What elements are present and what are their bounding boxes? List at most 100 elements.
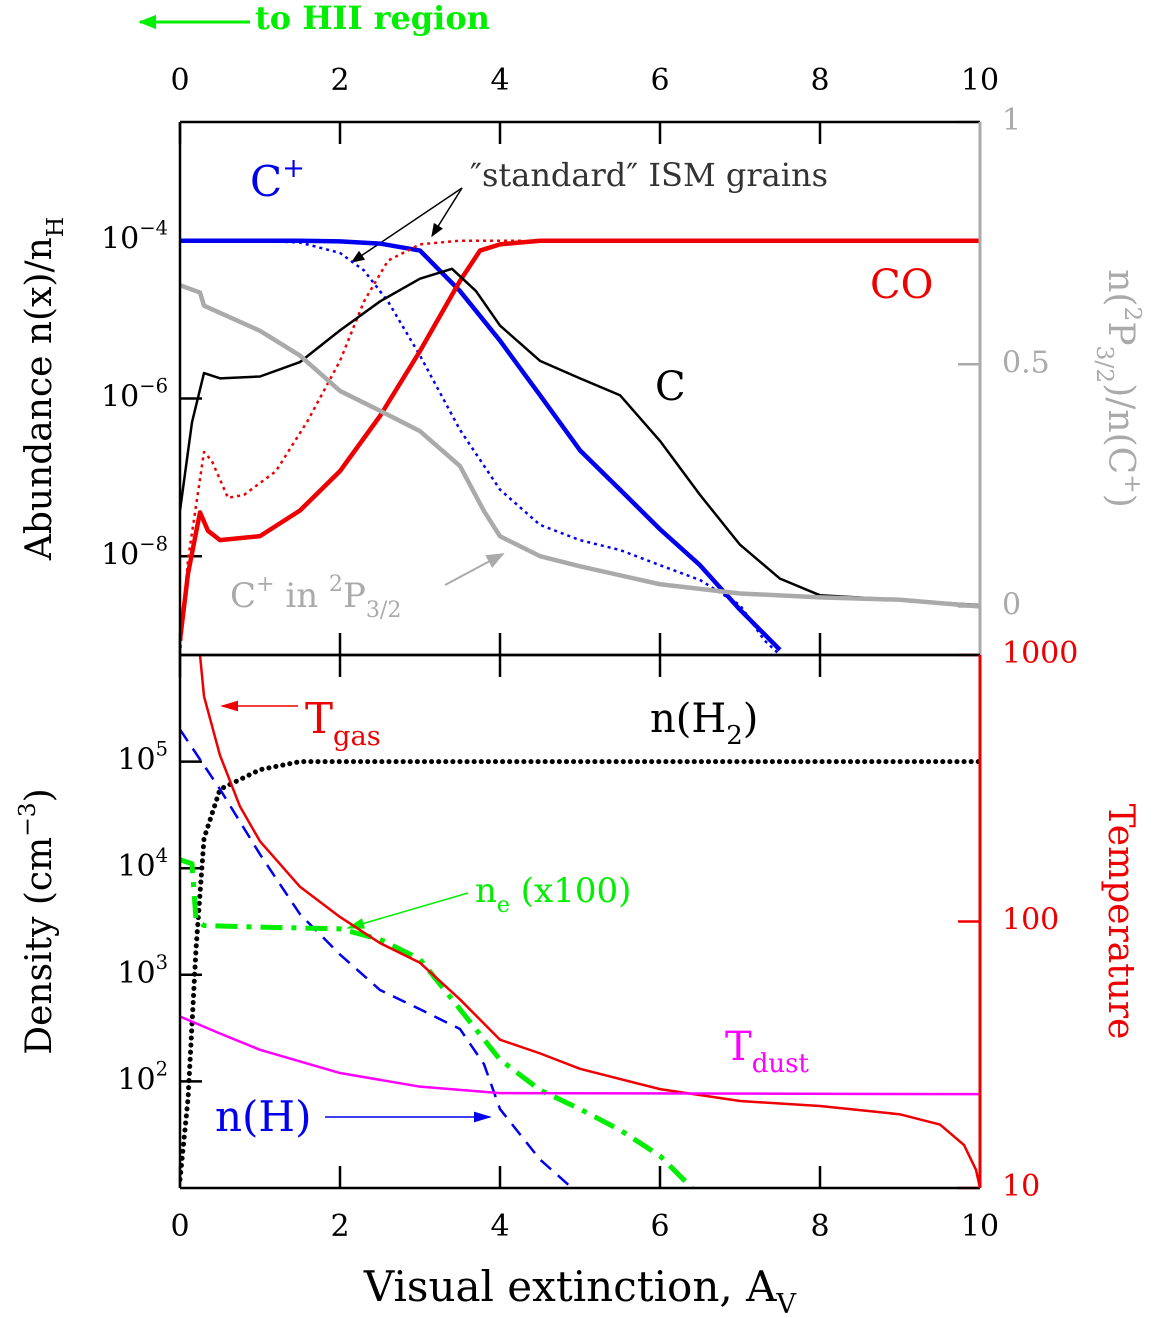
arrow (444, 553, 505, 586)
text-part: dust (752, 1049, 810, 1079)
series-line (180, 267, 980, 607)
text-part: 3/2 (366, 597, 402, 623)
y2-tick-label: 10 (1002, 1169, 1040, 1204)
text-part: 10 (117, 956, 155, 991)
x-axis-title: Visual extinction, AV (363, 1262, 798, 1318)
y-tick-label: 105 (117, 738, 168, 778)
annotation: to HII region (255, 0, 490, 37)
text-part: n(H (650, 696, 726, 742)
x-tick-label: 0 (170, 63, 189, 98)
text-part: V (775, 1289, 797, 1318)
text-part: Density (cm (19, 837, 60, 1055)
text-part: 2 (726, 721, 743, 751)
x-tick-label: 8 (810, 1209, 829, 1244)
text-part: T (305, 694, 333, 743)
series-line (180, 238, 980, 641)
series-line (180, 759, 980, 1183)
text-part: n( (1100, 269, 1141, 306)
arrow (346, 892, 469, 929)
series-line (180, 239, 524, 655)
x-tick-label: 4 (490, 63, 509, 98)
y2-tick-label: 0.5 (1002, 345, 1050, 380)
text-part: (x100) (510, 871, 631, 911)
text-part: C (230, 576, 256, 616)
y2-tick-label: 1 (1002, 103, 1021, 138)
text-part: + (282, 153, 305, 184)
x-tick-label: 10 (961, 63, 999, 98)
x-tick-label: 8 (810, 63, 829, 98)
y-tick-label: 104 (117, 844, 168, 884)
x-tick-label: 4 (490, 1209, 509, 1244)
text-part: Visual extinction, A (363, 1262, 777, 1311)
series-label: Tdust (725, 1024, 809, 1079)
series-label: C+ (250, 153, 305, 206)
text-part: ″standard″ ISM grains (470, 156, 828, 194)
series-line (180, 857, 694, 1188)
arrow (350, 187, 463, 263)
text-part: ) (19, 788, 60, 802)
y-tick-label: 10−4 (101, 217, 168, 257)
text-part: H (41, 217, 69, 237)
annotation: ″standard″ ISM grains (470, 156, 828, 194)
text-part: Temperature (1100, 804, 1141, 1040)
text-part: )/n(C (1100, 383, 1141, 474)
series-label: C (655, 364, 686, 410)
x-tick-label: 2 (330, 63, 349, 98)
arrows (138, 14, 505, 1123)
y-axis-title: Abundance n(x)/nH (19, 217, 69, 561)
text-part: ) (1100, 494, 1141, 508)
y2-tick-label: 0 (1002, 588, 1021, 623)
series-label: CO (870, 262, 933, 308)
text-part: −3 (13, 802, 41, 836)
y2-tick-label: 100 (1002, 903, 1059, 938)
text-part: 3/2 (1092, 346, 1120, 384)
text-part: Abundance n(x)/n (19, 237, 60, 561)
text-part: T (725, 1024, 752, 1070)
text-part: + (256, 571, 275, 597)
text-part: 10 (101, 222, 139, 257)
text-part: P (1100, 321, 1141, 345)
x-tick-label: 6 (650, 1209, 669, 1244)
y-tick-label: 10−6 (101, 374, 168, 414)
series-label: Tgas (305, 694, 381, 752)
y2-tick-label: 1000 (1002, 636, 1078, 671)
series-label: n(H) (215, 1092, 311, 1141)
y2-axis-title: n(2P3/2)/n(C+) (1092, 269, 1148, 508)
text-part: 2 (1120, 306, 1148, 321)
text-part: 10 (101, 379, 139, 414)
series-line (180, 728, 573, 1188)
text-part: n(H) (215, 1092, 311, 1141)
text-part: CO (870, 262, 933, 308)
text-part: gas (333, 721, 381, 752)
x-tick-label: 10 (961, 1209, 999, 1244)
series-line (180, 239, 781, 655)
text-part: ) (743, 696, 759, 742)
x-tick-label: 2 (330, 1209, 349, 1244)
x-tick-label: 6 (650, 63, 669, 98)
text-part: −6 (139, 374, 168, 397)
y-axis-title: Density (cm−3) (13, 788, 61, 1054)
text-part: in (275, 576, 329, 616)
text-part: 10 (117, 849, 155, 884)
text-part: P (343, 576, 366, 616)
y-tick-label: 103 (117, 951, 168, 991)
series-label: n(H2) (650, 696, 758, 751)
y-tick-label: 10−8 (101, 532, 168, 572)
text-part: C (250, 157, 282, 206)
text-part: 10 (117, 743, 155, 778)
arrow (431, 187, 463, 238)
series-label: ne (x100) (475, 871, 631, 918)
text-part: 5 (156, 738, 168, 761)
text-part: 4 (156, 844, 168, 867)
series-line (180, 1015, 980, 1096)
series-line (180, 283, 980, 609)
text-part: + (1120, 474, 1148, 494)
text-part: e (497, 892, 510, 918)
y2-axis-title: Temperature (1100, 804, 1141, 1040)
text-part: to HII region (255, 0, 490, 37)
text-part: 2 (156, 1057, 168, 1080)
y-tick-label: 102 (117, 1057, 168, 1097)
text-part: 10 (101, 537, 139, 572)
text-part: n (475, 871, 497, 911)
